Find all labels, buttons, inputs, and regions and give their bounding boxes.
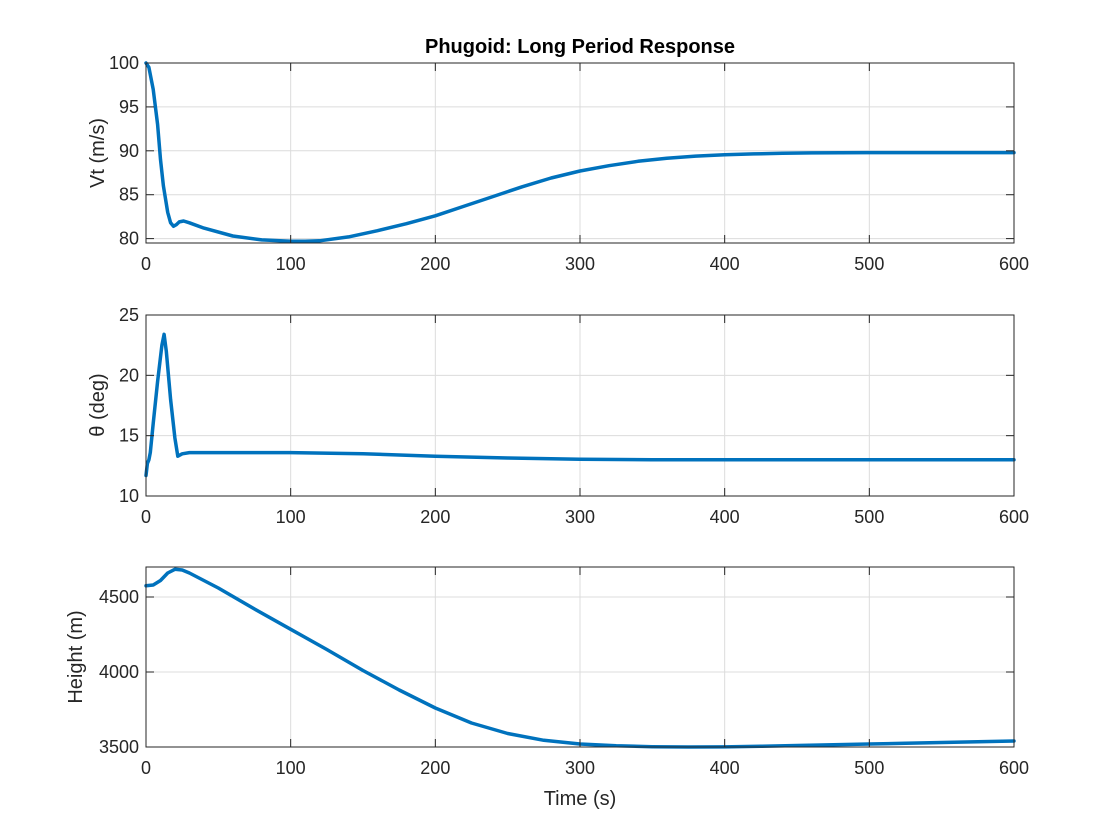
vt-series-line — [144, 61, 1016, 243]
height-series-line — [144, 567, 1016, 749]
vt-subplot: 0 100 200 300 400 500 600 80 85 90 95 100 Phugoid: … — [87, 36, 1029, 274]
vt-y-tick-label: 95 — [119, 97, 139, 117]
theta-subplot: 0 100 200 300 400 500 600 10 15 20 25 θ (deg) — [87, 305, 1029, 527]
vt-x-tick-label: 600 — [999, 254, 1029, 274]
height-x-tick-label: 400 — [710, 758, 740, 778]
x-axis-label: Time (s) — [544, 788, 617, 810]
height-ticks: 0 100 200 300 400 500 600 3500 4000 4500 — [99, 567, 1029, 778]
vt-x-tick-label: 300 — [565, 254, 595, 274]
height-subplot: 0 100 200 300 400 500 600 3500 4000 4500 Height (… — [65, 566, 1029, 810]
vt-x-tick-label: 0 — [141, 254, 151, 274]
height-x-tick-label: 500 — [854, 758, 884, 778]
vt-ticks: 0 100 200 300 400 500 600 80 85 90 95 100 — [109, 53, 1029, 274]
theta-x-tick-label: 100 — [276, 507, 306, 527]
height-x-tick-label: 600 — [999, 758, 1029, 778]
theta-y-tick-label: 10 — [119, 486, 139, 506]
vt-x-tick-label: 500 — [854, 254, 884, 274]
height-x-tick-label: 100 — [276, 758, 306, 778]
height-grid — [146, 567, 1014, 747]
vt-y-tick-label: 80 — [119, 229, 139, 249]
theta-y-tick-label: 25 — [119, 305, 139, 325]
vt-y-axis-label: Vt (m/s) — [87, 118, 109, 188]
theta-x-tick-label: 600 — [999, 507, 1029, 527]
height-y-tick-label: 3500 — [99, 737, 139, 757]
height-x-tick-label: 0 — [141, 758, 151, 778]
vt-x-tick-label: 200 — [420, 254, 450, 274]
theta-grid — [146, 315, 1014, 496]
chart-title: Phugoid: Long Period Response — [425, 36, 735, 58]
height-x-tick-label: 200 — [420, 758, 450, 778]
vt-y-tick-label: 100 — [109, 53, 139, 73]
theta-series-line — [144, 332, 1016, 478]
theta-y-axis-label: θ (deg) — [87, 373, 109, 436]
theta-x-tick-label: 500 — [854, 507, 884, 527]
theta-x-tick-label: 400 — [710, 507, 740, 527]
vt-x-tick-label: 100 — [276, 254, 306, 274]
theta-x-tick-label: 0 — [141, 507, 151, 527]
height-x-tick-label: 300 — [565, 758, 595, 778]
height-y-axis-label: Height (m) — [65, 610, 87, 703]
height-y-tick-label: 4500 — [99, 587, 139, 607]
theta-x-tick-label: 300 — [565, 507, 595, 527]
height-y-tick-label: 4000 — [99, 662, 139, 682]
theta-x-tick-label: 200 — [420, 507, 450, 527]
theta-y-tick-label: 15 — [119, 426, 139, 446]
vt-y-tick-label: 85 — [119, 185, 139, 205]
vt-y-tick-label: 90 — [119, 141, 139, 161]
theta-ticks: 0 100 200 300 400 500 600 10 15 20 25 — [119, 305, 1029, 527]
theta-y-tick-label: 20 — [119, 365, 139, 385]
vt-x-tick-label: 400 — [710, 254, 740, 274]
